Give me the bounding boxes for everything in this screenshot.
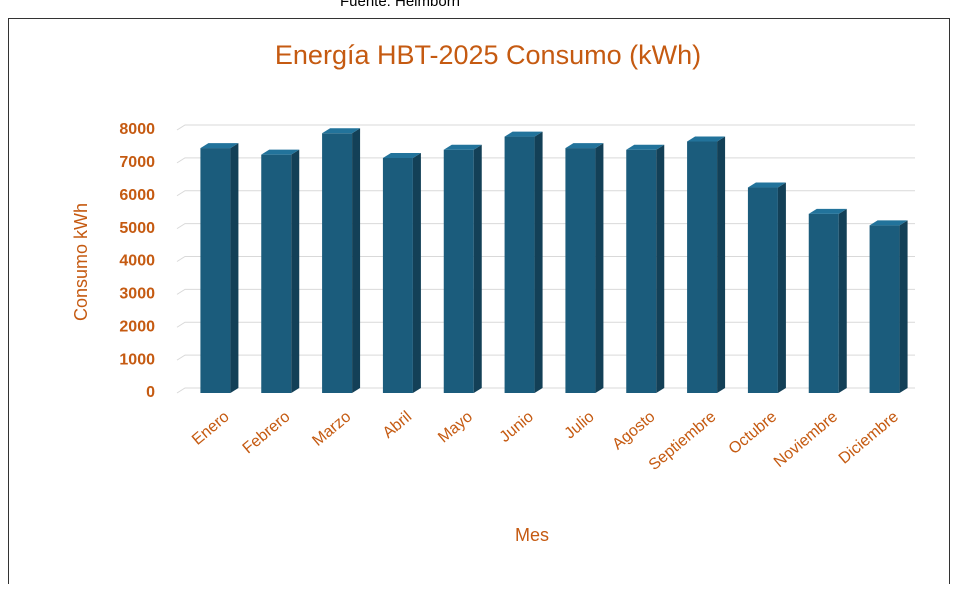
bar <box>261 154 292 393</box>
bar-top <box>565 143 604 149</box>
bar-top <box>747 182 786 188</box>
bar <box>504 136 535 393</box>
grid-line <box>176 256 915 262</box>
bar <box>626 149 657 393</box>
bar-side <box>595 143 604 393</box>
bar-top <box>869 220 908 226</box>
bar-side <box>777 182 786 393</box>
bar-side <box>352 128 361 393</box>
chart-title: Energía HBT-2025 Consumo (kWh) <box>275 40 701 70</box>
bar-side <box>656 144 665 393</box>
bar-side <box>899 220 908 393</box>
bar <box>808 213 839 393</box>
bar-top <box>200 143 239 149</box>
y-tick-label: 3000 <box>119 286 155 303</box>
bar-side <box>534 131 543 393</box>
grid-line <box>176 157 915 164</box>
bar <box>322 133 353 393</box>
bar-top <box>322 128 361 134</box>
bar-top <box>382 152 421 158</box>
x-axis-label: Mes <box>515 525 549 545</box>
bar-top <box>808 208 847 214</box>
bar-top <box>504 131 543 137</box>
grid-line <box>176 223 915 230</box>
bar-top <box>443 144 482 150</box>
bar-side <box>291 149 300 393</box>
y-tick-label: 8000 <box>119 121 155 138</box>
bar-side <box>230 143 239 393</box>
grid-line <box>176 190 915 197</box>
bar-side <box>717 136 726 393</box>
source-note: Fuente: Heimborn <box>340 0 460 10</box>
bar <box>565 148 596 393</box>
y-tick-label: 5000 <box>119 220 155 237</box>
bar <box>687 141 718 393</box>
y-tick-label: 7000 <box>119 154 155 171</box>
bar-top <box>626 144 665 150</box>
bar <box>382 157 413 393</box>
y-axis-label: Consumo kWh <box>71 203 91 321</box>
y-tick-label: 1000 <box>119 351 155 368</box>
y-tick-label: 0 <box>146 384 155 401</box>
grid-line <box>176 321 915 328</box>
y-tick-label: 2000 <box>119 318 155 335</box>
bar <box>869 225 900 393</box>
grid-line <box>176 387 915 394</box>
bar-side <box>473 144 482 393</box>
bar-side <box>838 208 847 393</box>
grid-line <box>176 124 915 131</box>
bar-top <box>261 149 300 155</box>
grid-line <box>176 354 915 361</box>
bar <box>747 187 778 393</box>
bar-side <box>412 152 421 393</box>
bar <box>443 149 474 393</box>
y-tick-label: 4000 <box>119 253 155 270</box>
y-tick-label: 6000 <box>119 187 155 204</box>
bar-top <box>687 136 726 142</box>
grid-line <box>176 288 915 295</box>
bar <box>200 148 231 393</box>
